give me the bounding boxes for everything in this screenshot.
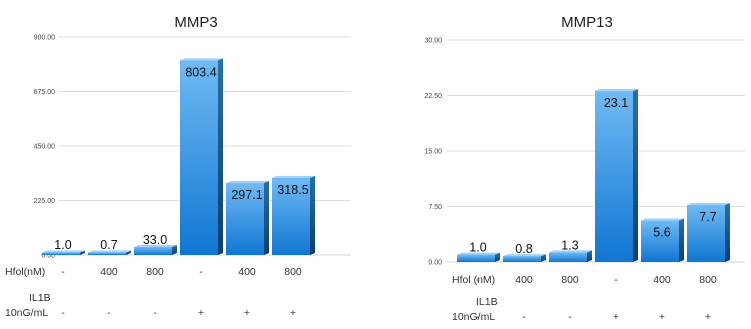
data-label: 1.3 (561, 238, 578, 252)
bar (88, 250, 131, 255)
condition-value: 800 (146, 266, 164, 278)
condition-value: - (522, 311, 526, 323)
data-label: 318.5 (277, 183, 308, 197)
data-label: 0.8 (515, 242, 532, 256)
chart-title: MMP3 (174, 14, 217, 31)
chart-mmp3: MMP3 0.00 225.00 450.00 675.00 900.00 1.0 0.7… (5, 14, 351, 319)
y-tick-labels: 0.00 225.00 450.00 675.00 900.00 (34, 35, 56, 260)
data-label: 1.0 (54, 238, 71, 252)
bar (595, 89, 638, 262)
data-labels: 1.0 0.7 33.0 803.4 297.1 318.5 (54, 65, 308, 252)
condition-value: + (290, 307, 296, 319)
data-label: 803.4 (185, 65, 216, 79)
bar (457, 252, 500, 262)
condition-value: - (61, 266, 65, 278)
data-labels: 1.0 0.8 1.3 23.1 5.6 7.7 (469, 96, 716, 256)
condition-label-hfol: Hfol(nM) (5, 266, 45, 278)
y-tick-label: 7.50 (428, 204, 442, 211)
bars (457, 89, 730, 262)
y-tick-label: 0.00 (41, 253, 55, 260)
bar (226, 181, 269, 255)
bar (641, 218, 684, 262)
bar (503, 254, 546, 262)
condition-value: 400 (653, 274, 671, 286)
data-label: 297.1 (231, 188, 262, 202)
data-label: 1.0 (469, 241, 486, 255)
bar (687, 203, 730, 262)
condition-value: 400 (515, 274, 533, 286)
condition-value: 400 (100, 266, 118, 278)
condition-label-il1b: IL1B (476, 296, 498, 308)
condition-value: - (153, 307, 157, 319)
y-tick-label: 22.50 (424, 93, 442, 100)
condition-value: - (614, 274, 618, 286)
condition-value: 400 (238, 266, 256, 278)
condition-label-il1b: 10nG/mL (5, 307, 48, 319)
condition-value: + (705, 311, 711, 323)
y-tick-label: 0.00 (428, 260, 442, 267)
y-tick-label: 15.00 (424, 149, 442, 156)
bar (549, 250, 592, 262)
y-tick-label: 675.00 (34, 89, 56, 96)
condition-value: - (61, 307, 65, 319)
y-tick-label: 30.00 (424, 38, 442, 45)
bar (42, 250, 85, 255)
condition-label-il1b: 10nG/mL (452, 311, 495, 323)
condition-value: 800 (284, 266, 302, 278)
bars (42, 58, 315, 255)
y-tick-labels: 0.00 7.50 15.00 22.50 30.00 (424, 38, 442, 267)
bar (134, 245, 177, 255)
chart-mmp13: MMP13 0.00 7.50 15.00 22.50 30.00 1.0 0.8 1.3 2… (424, 14, 745, 323)
condition-table: Hfol(nM) IL1B 10nG/mL - 400 800 - 400 800 - - - + + + (5, 266, 302, 319)
condition-value: - (107, 307, 111, 319)
condition-value: + (244, 307, 250, 319)
condition-value: + (198, 307, 204, 319)
bar (272, 175, 315, 255)
condition-value: - (476, 311, 480, 323)
condition-value: 800 (699, 274, 717, 286)
y-tick-label: 225.00 (34, 198, 56, 205)
data-label: 33.0 (143, 233, 167, 247)
condition-value: - (199, 266, 203, 278)
condition-value: - (568, 311, 572, 323)
condition-label-il1b: IL1B (29, 292, 51, 304)
condition-value: + (613, 311, 619, 323)
data-label: 5.6 (653, 226, 670, 240)
condition-value: 800 (561, 274, 579, 286)
y-tick-label: 450.00 (34, 144, 56, 151)
data-label: 7.7 (699, 210, 716, 224)
bar (180, 58, 223, 255)
condition-value: - (476, 274, 480, 286)
data-label: 0.7 (100, 238, 117, 252)
condition-label-hfol: Hfol (nM) (452, 274, 495, 286)
condition-value: + (659, 311, 665, 323)
data-label: 23.1 (604, 96, 628, 110)
y-tick-label: 900.00 (34, 35, 56, 42)
chart-title: MMP13 (561, 14, 613, 31)
